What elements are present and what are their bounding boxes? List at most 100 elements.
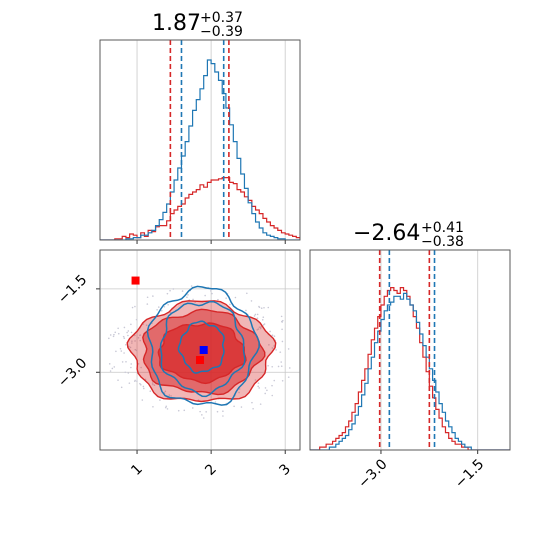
scatter-point-40 [140,366,142,369]
scatter-point-8 [168,394,171,396]
scatter-point-91 [280,361,283,363]
hist-tl-series-1 [100,59,300,240]
scatter-point-177 [164,406,167,409]
title-top-left-lower: −0.39 [200,24,243,40]
blue-contour-level-0 [146,285,260,406]
scatter-point-81 [267,306,270,309]
scatter-point-140 [124,371,127,374]
scatter-point-141 [254,313,257,316]
scatter-point-58 [113,366,116,368]
scatter-point-144 [142,385,145,388]
scatter-point-194 [142,387,145,390]
scatter-point-136 [187,294,189,296]
scatter-point-48 [113,333,115,336]
scatter-point-72 [183,409,186,412]
marker-square-0 [131,276,140,285]
scatter-point-53 [177,409,180,412]
scatter-point-195 [112,335,115,338]
scatter-point-25 [205,411,207,413]
scatter-point-47 [280,315,283,318]
scatter-point-71 [152,295,154,297]
scatter-point-77 [281,340,284,343]
scatter-point-155 [137,363,140,365]
scatter-point-100 [225,297,227,299]
scatter-point-70 [117,332,120,335]
scatter-point-109 [157,306,160,308]
scatter-point-38 [281,379,284,382]
scatter-point-122 [130,363,133,365]
marker-square-1 [196,356,204,364]
y-tick-label-bl-1: −3.0 [55,355,90,390]
scatter-point-107 [139,382,141,385]
title-bottom-right-value: −2.64 [353,221,420,246]
y-tick-label-bl-0: −1.5 [55,272,90,307]
histogram-layer [100,59,510,450]
scatter-point-184 [259,327,262,330]
scatter-point-169 [252,407,254,410]
scatter-point-78 [130,331,133,334]
scatter-point-66 [153,384,156,387]
scatter-point-123 [160,309,163,312]
scatter-points [108,285,291,419]
x-tick-label-bl-1: 2 [202,461,220,479]
scatter-point-24 [139,383,142,386]
scatter-point-117 [254,379,257,381]
scatter-point-52 [268,344,270,346]
marker-layer [131,276,208,364]
scatter-point-170 [251,401,253,404]
scatter-point-5 [181,290,184,292]
scatter-point-187 [261,318,264,321]
title-top-left-upper: +0.37 [200,10,243,26]
scatter-point-32 [117,327,119,330]
x-tick-label-bl-2: 3 [276,461,294,479]
scatter-point-88 [109,370,112,372]
scatter-point-192 [131,340,133,342]
title-bottom-right-lower: −0.38 [421,234,464,250]
scatter-point-120 [260,307,263,310]
scatter-point-73 [192,298,194,301]
scatter-point-20 [156,308,158,311]
scatter-point-158 [204,294,206,297]
title-bottom-right: −2.64 [353,221,420,246]
scatter-point-110 [264,387,267,389]
scatter-point-150 [257,385,259,388]
scatter-point-94 [123,352,125,354]
scatter-point-161 [134,348,137,351]
scatter-point-173 [151,382,154,384]
scatter-point-102 [277,365,280,368]
scatter-point-87 [222,415,224,417]
scatter-point-43 [166,408,169,410]
scatter-point-37 [259,403,262,405]
scatter-point-99 [170,395,172,397]
scatter-point-54 [152,406,154,408]
scatter-point-11 [287,376,290,378]
scatter-point-162 [279,351,282,353]
scatter-point-74 [281,321,284,323]
scatter-point-97 [108,337,110,340]
scatter-point-190 [266,389,268,392]
scatter-point-29 [165,405,168,408]
scatter-point-85 [258,387,260,389]
scatter-point-193 [214,401,217,403]
x-tick-label-br-1: −1.5 [452,456,487,491]
scatter-point-185 [245,309,247,312]
scatter-point-75 [257,328,260,330]
scatter-point-2 [126,331,128,334]
scatter-point-76 [229,303,231,306]
hist-tl-series-0 [100,177,300,240]
scatter-point-127 [131,306,134,309]
title-top-left-value: 1.87 [152,11,201,36]
scatter-point-93 [201,414,203,416]
scatter-point-148 [114,331,117,334]
panel-bottom-right-frame [309,249,511,451]
scatter-point-196 [262,316,265,319]
scatter-point-42 [217,298,219,301]
scatter-point-178 [271,347,274,349]
scatter-point-131 [120,386,123,389]
scatter-point-135 [222,410,224,413]
scatter-point-89 [141,399,144,401]
scatter-point-61 [186,296,188,298]
scatter-point-21 [281,319,284,322]
scatter-point-84 [109,334,112,336]
scatter-point-146 [134,305,136,308]
